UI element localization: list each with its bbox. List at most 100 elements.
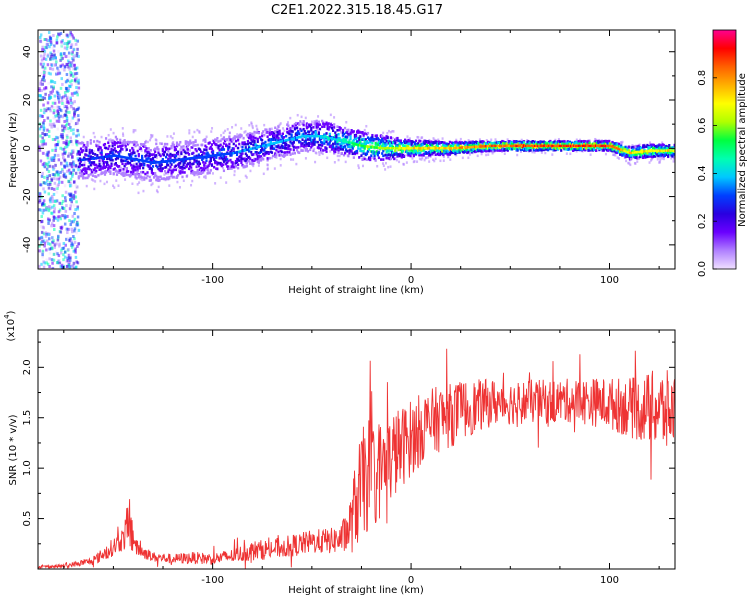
trace-cell <box>80 172 84 176</box>
halo-cell <box>166 168 169 171</box>
halo-cell <box>107 133 110 137</box>
trace-cell <box>160 163 163 166</box>
trace-cell <box>83 163 86 167</box>
halo-cell <box>113 152 116 155</box>
halo-cell <box>158 142 161 145</box>
trace-cell <box>279 138 282 142</box>
halo-cell <box>519 150 522 153</box>
trace-cell <box>286 150 289 154</box>
noise-cell <box>74 42 78 46</box>
noise-cell <box>67 152 71 156</box>
trace-cell <box>255 152 258 156</box>
trace-cell <box>208 141 211 145</box>
trace-cell <box>82 176 85 180</box>
noise-cell <box>69 31 72 35</box>
trace-cell <box>360 142 363 146</box>
trace-cell <box>577 139 580 143</box>
noise-cell <box>77 54 80 58</box>
halo-cell <box>551 153 554 156</box>
trace-cell <box>270 151 274 154</box>
noise-cell <box>53 98 57 102</box>
trace-cell <box>410 152 413 155</box>
noise-cell <box>57 177 61 181</box>
trace-cell <box>192 141 195 144</box>
noise-cell <box>69 73 73 77</box>
trace-cell <box>190 141 193 145</box>
trace-cell <box>131 146 134 150</box>
halo-cell <box>421 136 424 139</box>
noise-cell <box>53 106 56 110</box>
halo-cell <box>575 138 578 142</box>
trace-cell <box>322 122 325 126</box>
halo-cell <box>189 149 192 152</box>
halo-cell <box>395 140 398 144</box>
halo-cell <box>300 115 303 119</box>
halo-cell <box>344 160 347 164</box>
trace-cell <box>420 144 423 148</box>
trace-cell <box>453 142 456 146</box>
trace-cell <box>341 128 345 132</box>
noise-cell <box>67 140 71 144</box>
trace-cell <box>310 140 313 143</box>
trace-cell <box>192 144 195 147</box>
trace-cell <box>259 159 263 162</box>
trace-cell <box>428 145 431 149</box>
trace-cell <box>121 144 124 147</box>
noise-cell <box>77 133 80 137</box>
trace-cell <box>257 131 260 135</box>
halo-cell <box>613 153 616 157</box>
noise-cell <box>61 124 64 128</box>
trace-cell <box>201 153 204 157</box>
noise-cell <box>61 128 64 132</box>
noise-cell <box>74 208 77 212</box>
trace-cell <box>467 150 470 154</box>
trace-cell <box>299 120 302 123</box>
noise-cell <box>43 261 46 265</box>
trace-cell <box>172 168 175 172</box>
trace-cell <box>331 142 335 146</box>
halo-cell <box>137 191 140 195</box>
halo-cell <box>257 164 260 167</box>
noise-cell <box>41 136 44 140</box>
noise-cell <box>53 124 56 128</box>
noise-cell <box>40 262 43 266</box>
halo-cell <box>387 129 390 133</box>
noise-cell <box>77 168 80 172</box>
trace-cell <box>335 142 338 145</box>
noise-cell <box>38 89 41 93</box>
noise-cell <box>53 228 56 232</box>
trace-cell <box>526 143 529 146</box>
noise-cell <box>53 94 57 98</box>
trace-cell <box>563 143 566 146</box>
noise-cell <box>61 265 65 269</box>
trace-cell <box>77 176 80 180</box>
trace-cell <box>243 141 246 144</box>
halo-cell <box>447 155 450 158</box>
halo-cell <box>92 131 95 135</box>
noise-cell <box>48 67 52 71</box>
trace-cell <box>428 140 431 144</box>
noise-cell <box>77 78 80 82</box>
halo-cell <box>140 149 143 152</box>
trace-cell <box>143 143 146 146</box>
trace-cell <box>146 171 149 174</box>
halo-cell <box>628 162 631 165</box>
trace-cell <box>137 160 140 163</box>
trace-cell <box>328 132 331 136</box>
halo-cell <box>416 160 419 163</box>
noise-cell <box>42 187 45 191</box>
trace-cell <box>587 140 590 143</box>
trace-cell <box>122 140 125 143</box>
trace-cell <box>228 136 231 140</box>
noise-cell <box>61 147 64 151</box>
trace-cell <box>181 167 184 170</box>
halo-cell <box>338 154 341 158</box>
noise-cell <box>59 109 63 113</box>
trace-cell <box>87 165 90 169</box>
trace-cell <box>157 175 160 179</box>
trace-cell <box>359 135 362 138</box>
trace-cell <box>252 135 255 139</box>
trace-cell <box>408 139 411 143</box>
halo-cell <box>333 116 336 119</box>
halo-cell <box>196 173 199 176</box>
